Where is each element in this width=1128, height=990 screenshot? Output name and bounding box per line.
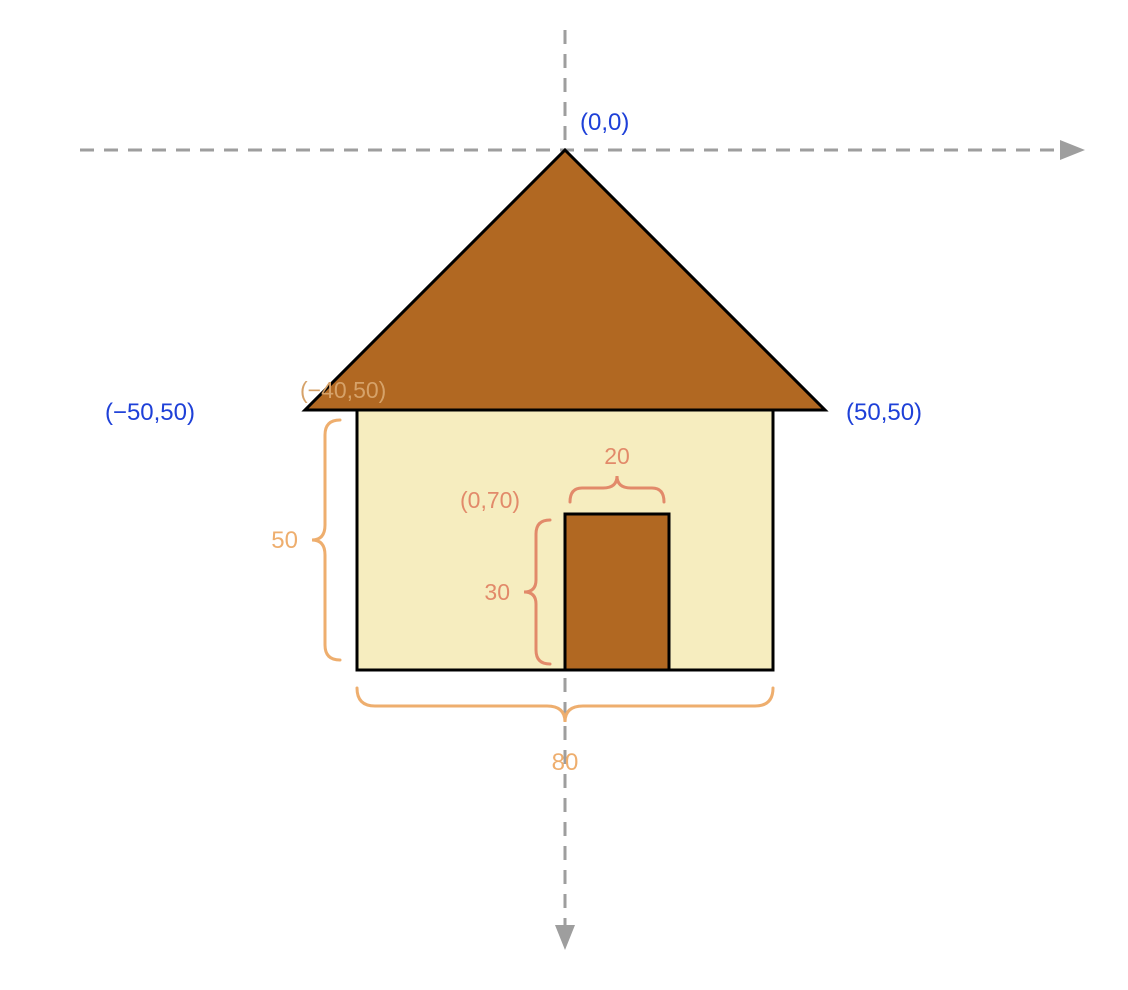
wall-height-brace: [312, 420, 340, 660]
door-shape: [565, 514, 669, 670]
wall-corner-label: (−40,50): [300, 377, 386, 403]
roof-right-label: (50,50): [846, 399, 922, 426]
origin-label: (0,0): [580, 109, 629, 136]
roof-shape: [305, 150, 825, 410]
y-axis-arrow: [555, 925, 575, 950]
x-axis-arrow: [1060, 140, 1085, 160]
roof-left-label: (−50,50): [105, 399, 195, 426]
house-diagram: (0,0) (−50,50) (50,50) (−40,50) (0,70) 5…: [0, 0, 1128, 990]
door-width-label: 20: [604, 443, 630, 469]
door-height-label: 30: [484, 579, 510, 605]
wall-height-label: 50: [271, 527, 298, 554]
wall-width-label: 80: [552, 749, 579, 776]
door-corner-label: (0,70): [460, 487, 520, 513]
